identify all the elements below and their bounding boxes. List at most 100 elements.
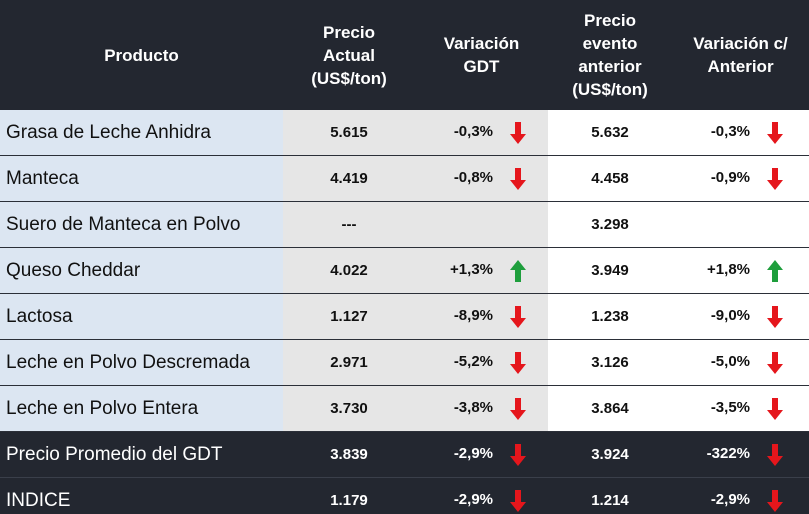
down-arrow	[767, 397, 783, 420]
value-cell: -0,8%	[415, 155, 548, 202]
value-cell: 4.458	[548, 155, 672, 202]
value-cell: ---	[283, 201, 415, 248]
value-cell: -322%	[672, 431, 809, 478]
table-row: Grasa de Leche Anhidra 5.615 -0,3% 5.632 -0,…	[0, 110, 809, 156]
down-arrow	[510, 121, 526, 144]
value-cell: 1.238	[548, 293, 672, 340]
table-row: Precio Promedio del GDT 3.839 -2,9% 3.924 -3…	[0, 431, 809, 478]
value-cell: +1,3%	[415, 247, 548, 294]
column-header: Producto	[0, 0, 283, 110]
variation-text: +1,3%	[450, 261, 493, 279]
value-cell: 3.298	[548, 201, 672, 248]
arrow-shape	[767, 121, 783, 144]
down-arrow	[510, 351, 526, 374]
value-cell: 5.632	[548, 110, 672, 156]
variation-text: +1,8%	[707, 261, 750, 279]
table-row: Suero de Manteca en Polvo --- 3.298	[0, 201, 809, 248]
arrow-shape	[767, 443, 783, 466]
product-cell: Precio Promedio del GDT	[0, 431, 283, 478]
value-cell: 3.864	[548, 385, 672, 432]
product-cell: Manteca	[0, 155, 283, 202]
value-cell: 4.022	[283, 247, 415, 294]
variation-text: -0,9%	[710, 169, 750, 187]
table-row: Manteca 4.419 -0,8% 4.458 -0,9%	[0, 155, 809, 202]
table-row: Leche en Polvo Entera 3.730 -3,8% 3.864 -3,5…	[0, 385, 809, 432]
arrow-shape	[510, 397, 526, 420]
value-cell: -5,0%	[672, 339, 809, 386]
table-row: Queso Cheddar 4.022 +1,3% 3.949 +1,8%	[0, 247, 809, 294]
arrow-shape	[510, 121, 526, 144]
value-cell: -0,9%	[672, 155, 809, 202]
variation-text: -2,9%	[453, 445, 493, 463]
arrow-shape	[510, 443, 526, 466]
down-arrow	[767, 489, 783, 512]
arrow-shape	[767, 397, 783, 420]
arrow-shape	[510, 167, 526, 190]
variation-text: -3,5%	[710, 399, 750, 417]
arrow-shape	[510, 259, 526, 282]
arrow-shape	[510, 489, 526, 512]
value-cell: 4.419	[283, 155, 415, 202]
variation-text: -2,9%	[453, 491, 493, 509]
table-row: Lactosa 1.127 -8,9% 1.238 -9,0%	[0, 293, 809, 340]
header-row: Producto Precio Actual (US$/ton) Variación…	[0, 0, 809, 110]
value-cell	[415, 201, 548, 248]
value-cell: 2.971	[283, 339, 415, 386]
value-cell	[672, 201, 809, 248]
product-cell: Leche en Polvo Entera	[0, 385, 283, 432]
variation-text: -9,0%	[710, 307, 750, 325]
variation-text: -3,8%	[453, 399, 493, 417]
value-cell: -3,5%	[672, 385, 809, 432]
value-cell: -2,9%	[415, 477, 548, 514]
variation-text: -5,2%	[453, 353, 493, 371]
value-cell: 3.730	[283, 385, 415, 432]
table-body: Grasa de Leche Anhidra 5.615 -0,3% 5.632 -0,…	[0, 110, 809, 514]
value-cell: -0,3%	[415, 110, 548, 156]
up-arrow	[510, 259, 526, 282]
value-cell: -8,9%	[415, 293, 548, 340]
table-row: Leche en Polvo Descremada 2.971 -5,2% 3.126…	[0, 339, 809, 386]
arrow-shape	[767, 351, 783, 374]
value-cell: 3.839	[283, 431, 415, 478]
arrow-shape	[767, 167, 783, 190]
down-arrow	[510, 397, 526, 420]
value-cell: -5,2%	[415, 339, 548, 386]
column-header: Variación c/ Anterior	[672, 0, 809, 110]
variation-text: -2,9%	[710, 491, 750, 509]
down-arrow	[767, 167, 783, 190]
variation-text: -322%	[706, 445, 750, 463]
value-cell: 3.126	[548, 339, 672, 386]
variation-text: -8,9%	[453, 307, 493, 325]
product-cell: Lactosa	[0, 293, 283, 340]
product-cell: Queso Cheddar	[0, 247, 283, 294]
down-arrow	[510, 443, 526, 466]
variation-text: -0,3%	[710, 123, 750, 141]
down-arrow	[510, 305, 526, 328]
down-arrow	[767, 443, 783, 466]
value-cell: 1.214	[548, 477, 672, 514]
down-arrow	[767, 121, 783, 144]
value-cell: -2,9%	[672, 477, 809, 514]
value-cell: 3.924	[548, 431, 672, 478]
product-cell: Leche en Polvo Descremada	[0, 339, 283, 386]
value-cell: 5.615	[283, 110, 415, 156]
arrow-shape	[767, 489, 783, 512]
down-arrow	[767, 351, 783, 374]
variation-text: -0,3%	[453, 123, 493, 141]
product-cell: Suero de Manteca en Polvo	[0, 201, 283, 248]
arrow-shape	[767, 259, 783, 282]
value-cell: -3,8%	[415, 385, 548, 432]
product-cell: Grasa de Leche Anhidra	[0, 110, 283, 156]
column-header: Precio Actual (US$/ton)	[283, 0, 415, 110]
column-header: Precio evento anterior (US$/ton)	[548, 0, 672, 110]
table-header: Producto Precio Actual (US$/ton) Variación…	[0, 0, 809, 110]
column-header: Variación GDT	[415, 0, 548, 110]
variation-text: -5,0%	[710, 353, 750, 371]
value-cell: +1,8%	[672, 247, 809, 294]
table-row: INDICE 1.179 -2,9% 1.214 -2,9%	[0, 477, 809, 514]
value-cell: 1.179	[283, 477, 415, 514]
arrow-shape	[767, 305, 783, 328]
down-arrow	[510, 167, 526, 190]
